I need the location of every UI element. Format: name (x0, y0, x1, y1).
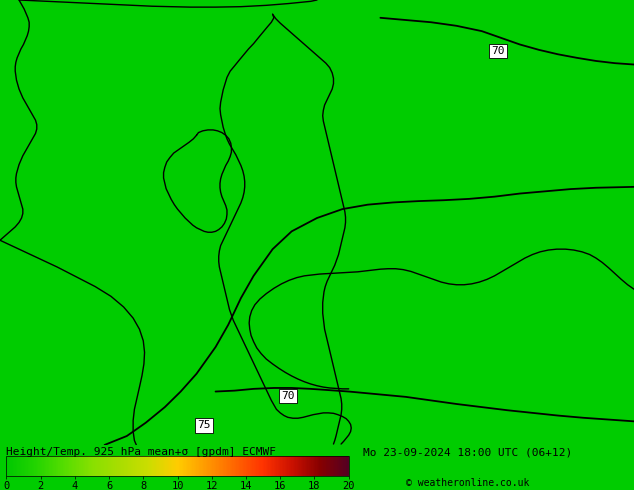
Text: 70: 70 (281, 391, 295, 401)
Text: 70: 70 (491, 46, 505, 56)
Text: © weatheronline.co.uk: © weatheronline.co.uk (406, 478, 529, 488)
Text: Height/Temp. 925 hPa mean+σ [gpdm] ECMWF: Height/Temp. 925 hPa mean+σ [gpdm] ECMWF (6, 447, 276, 457)
Text: 75: 75 (197, 420, 211, 430)
Text: Mo 23-09-2024 18:00 UTC (06+12): Mo 23-09-2024 18:00 UTC (06+12) (363, 447, 572, 457)
